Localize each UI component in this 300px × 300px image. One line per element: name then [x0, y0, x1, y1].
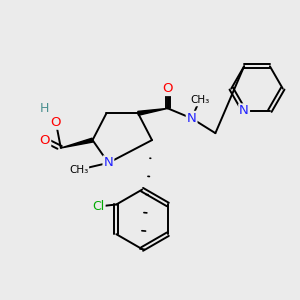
Polygon shape	[61, 138, 93, 148]
Text: N: N	[103, 156, 113, 170]
Text: O: O	[40, 134, 50, 147]
Text: N: N	[187, 112, 196, 125]
Text: CH₃: CH₃	[190, 95, 209, 106]
Text: Cl: Cl	[92, 200, 105, 213]
Polygon shape	[138, 108, 168, 115]
Text: H: H	[39, 102, 49, 115]
Text: N: N	[239, 104, 249, 117]
Text: CH₃: CH₃	[69, 165, 88, 175]
Text: O: O	[51, 116, 61, 129]
Text: O: O	[163, 82, 173, 95]
